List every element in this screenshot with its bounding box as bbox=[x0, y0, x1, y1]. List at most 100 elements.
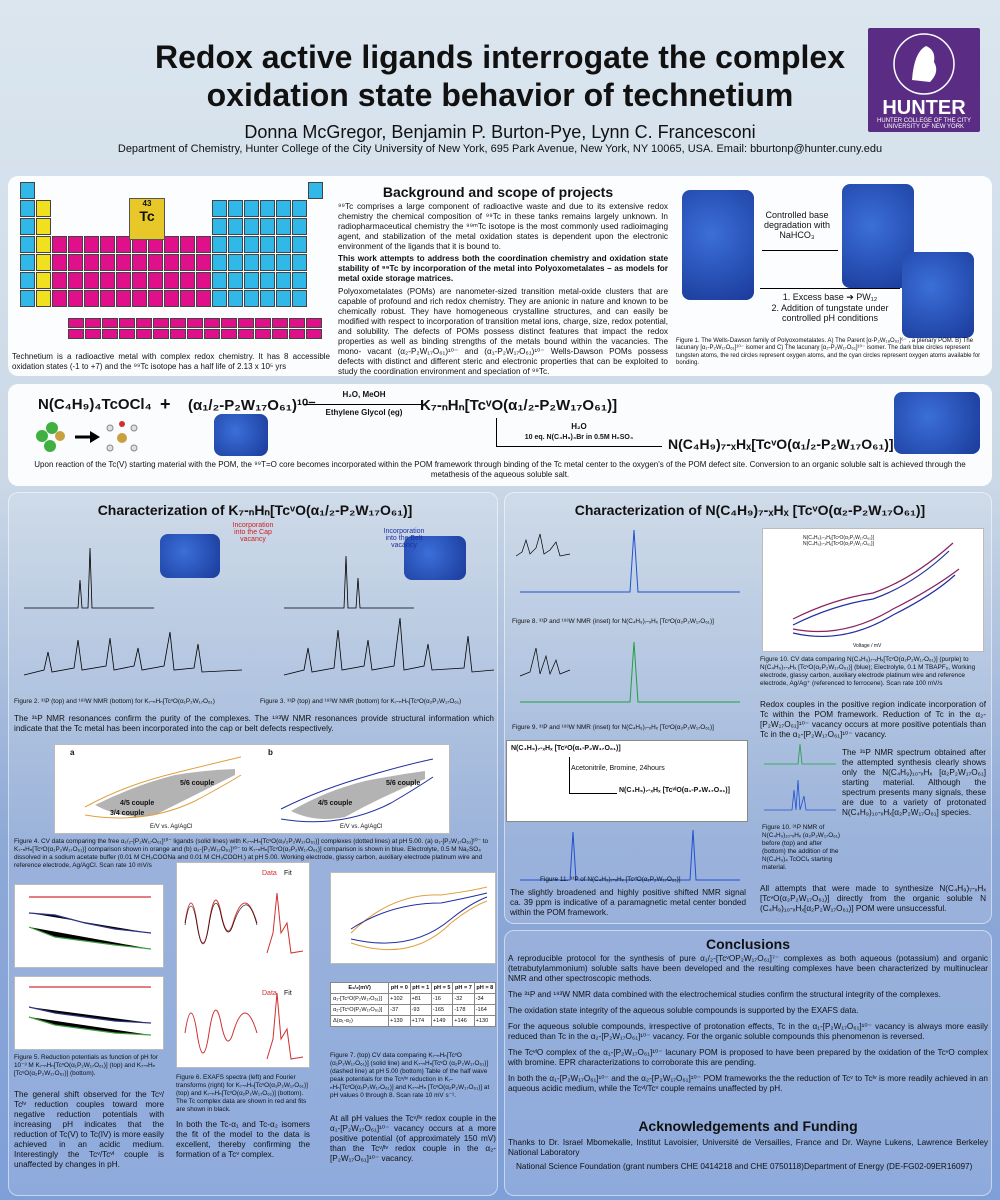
element-cell bbox=[212, 290, 227, 307]
exafs-data-label-bottom: Data bbox=[262, 990, 277, 997]
element-cell bbox=[276, 290, 291, 307]
tcocl4-molecule-icon bbox=[36, 421, 138, 452]
element-cell bbox=[20, 218, 35, 235]
figure2-caption: Figure 2. ³¹P (top) and ¹⁸³W NMR (bottom… bbox=[14, 698, 215, 705]
table-header-row: E₁/₂(mV) pH = 0 pH = 1 pH = 5 pH = 7 pH … bbox=[329, 982, 497, 994]
element-cell bbox=[102, 318, 118, 328]
conclusion-item: The TcᵛᴵO complex of the α₁-[P₂W₁₇O₆₁]¹⁰… bbox=[508, 1048, 988, 1067]
element-cell bbox=[289, 318, 305, 328]
table-cell: -164 bbox=[473, 1004, 497, 1016]
cv-45-couple-a: 4/5 couple bbox=[120, 800, 155, 807]
element-cell bbox=[306, 318, 322, 328]
element-cell bbox=[132, 272, 147, 289]
table-cell: +139 bbox=[388, 1015, 411, 1027]
conclusion-item: A reproducible protocol for the synthesi… bbox=[508, 954, 988, 983]
table-cell: -93 bbox=[409, 1004, 432, 1016]
element-cell bbox=[196, 272, 211, 289]
element-cell bbox=[116, 236, 131, 253]
element-cell bbox=[212, 200, 227, 217]
table-cell: Δ(α₁-α₂) bbox=[329, 1015, 390, 1027]
element-cell bbox=[255, 329, 271, 339]
element-cell bbox=[148, 254, 163, 271]
element-cell bbox=[68, 290, 83, 307]
background-text: ⁹⁹Tc comprises a large component of radi… bbox=[338, 202, 668, 377]
logo-name: HUNTER bbox=[882, 97, 966, 119]
element-cell bbox=[180, 254, 195, 271]
element-cell bbox=[187, 329, 203, 339]
nmr-spectra-alpha1 bbox=[23, 547, 243, 676]
logo-subtitle: HUNTER COLLEGE OF THE CITY UNIVERSITY OF… bbox=[877, 118, 971, 130]
figure5-bottom-plot bbox=[14, 976, 164, 1050]
element-cell bbox=[292, 272, 307, 289]
table-row: Δ(α₁-α₂) +139 +174 +149 +146 +130 bbox=[329, 1015, 497, 1027]
element-cell bbox=[244, 200, 259, 217]
figure4-cv-plot bbox=[84, 756, 434, 823]
element-cell bbox=[170, 318, 186, 328]
cv-legend-1: N(C₄H₉)₇-ₓHₓ[TcᵛO(α₂P₂W₁₇O₆₁)] bbox=[803, 535, 874, 541]
element-cell bbox=[68, 236, 83, 253]
table-header: pH = 8 bbox=[473, 982, 497, 994]
conclusions-list: A reproducible protocol for the synthesi… bbox=[508, 954, 988, 1100]
background-p2: This work attempts to address both the c… bbox=[338, 254, 668, 283]
element-cell bbox=[100, 290, 115, 307]
element-cell bbox=[148, 272, 163, 289]
belt-vacancy-label: Incorporation into the Belt vacancy bbox=[383, 528, 425, 549]
figure6-text: In both the Tc-α₁ and Tc-α₂ isomers the … bbox=[176, 1120, 310, 1159]
element-cell bbox=[196, 236, 211, 253]
element-cell bbox=[221, 329, 237, 339]
table-cell: -37 bbox=[388, 1004, 411, 1016]
table-cell: -32 bbox=[452, 993, 475, 1005]
figure6-exafs bbox=[176, 862, 310, 1068]
f-block bbox=[68, 318, 324, 340]
element-cell bbox=[244, 254, 259, 271]
element-cell bbox=[260, 272, 275, 289]
element-cell bbox=[255, 318, 271, 328]
figure8-caption: Figure 8. ³¹P and ¹⁸³W NMR (inset) for N… bbox=[512, 618, 714, 625]
funding-text: National Science Foundation (grant numbe… bbox=[516, 1162, 973, 1171]
cv-34-couple-a: 3/4 couple bbox=[110, 810, 145, 817]
reaction-arrow-2 bbox=[496, 446, 662, 447]
element-cell bbox=[228, 290, 243, 307]
element-cell bbox=[228, 218, 243, 235]
table-header: pH = 7 bbox=[452, 982, 475, 994]
table-row: α₁-[TcᵛO(P₂W₁₇O₆₁)] +102 +81 -16 -32 -34 bbox=[329, 993, 497, 1005]
element-cell bbox=[52, 236, 67, 253]
element-cell bbox=[244, 218, 259, 235]
element-cell bbox=[244, 290, 259, 307]
reaction-arrow-2-stem bbox=[496, 418, 497, 446]
element-cell bbox=[180, 272, 195, 289]
hunter-logo: HUNTER HUNTER COLLEGE OF THE CITY UNIVER… bbox=[868, 28, 980, 132]
element-cell bbox=[272, 329, 288, 339]
element-cell bbox=[36, 254, 51, 271]
element-cell bbox=[204, 318, 220, 328]
element-cell bbox=[36, 218, 51, 235]
exafs-fit-label-top: Fit bbox=[284, 870, 292, 877]
figure6-caption: Figure 6. EXAFS spectra (left) and Fouri… bbox=[176, 1074, 308, 1113]
element-cell bbox=[228, 254, 243, 271]
tc-element-cell: 43 Tc bbox=[129, 198, 165, 240]
authors: Donna McGregor, Benjamin P. Burton-Pye, … bbox=[244, 122, 756, 142]
table-row: α₂-[TcᵛO(P₂W₁₇O₆₁)] -37 -93 -165 -178 -1… bbox=[329, 1004, 497, 1016]
condition-1-top: H₂O, MeOH bbox=[342, 390, 386, 399]
nmr31-text: The ³¹P NMR spectrum obtained after the … bbox=[842, 748, 986, 817]
exafs-fit-label-bottom: Fit bbox=[284, 990, 292, 997]
figure4-caption: Figure 4. CV data comparing the free α₁/… bbox=[14, 838, 489, 869]
element-cell bbox=[102, 329, 118, 339]
tungstate-label: 2. Addition of tungstate under controlle… bbox=[771, 303, 889, 323]
element-cell bbox=[276, 218, 291, 235]
figure11-nmr bbox=[520, 829, 740, 881]
element-cell bbox=[153, 318, 169, 328]
figure3-caption: Figure 3. ³¹P (top) and ¹⁸³W NMR (bottom… bbox=[260, 698, 462, 705]
pom-belt-image bbox=[404, 536, 466, 580]
table-cell: +174 bbox=[409, 1015, 432, 1027]
element-cell bbox=[52, 290, 67, 307]
cap-vacancy-label: Incorporation into the Cap vacancy bbox=[232, 522, 274, 543]
element-cell bbox=[20, 200, 35, 217]
element-cell bbox=[100, 236, 115, 253]
conclusions-panel bbox=[504, 930, 992, 1196]
element-cell bbox=[85, 318, 101, 328]
cv-panel-a-label: a bbox=[70, 748, 75, 757]
element-cell bbox=[292, 200, 307, 217]
table-header: pH = 0 bbox=[388, 982, 411, 994]
element-cell bbox=[260, 236, 275, 253]
